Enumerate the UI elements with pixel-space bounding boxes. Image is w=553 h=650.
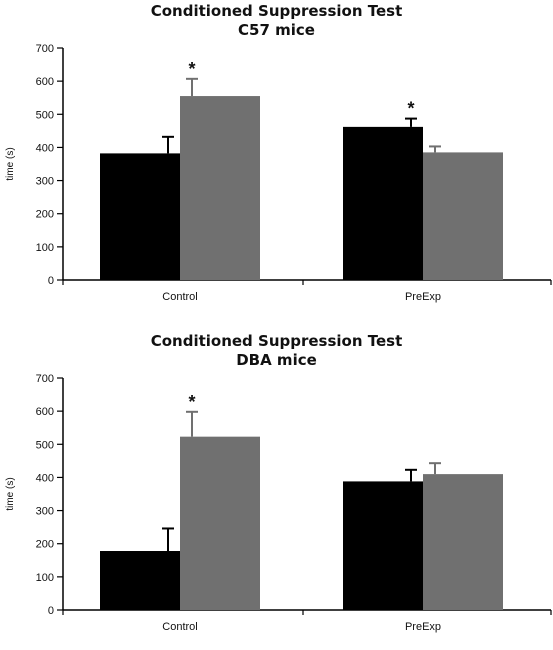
bar-control-series-2 xyxy=(180,96,260,280)
chart-title: Conditioned Suppression Test C57 mice xyxy=(0,2,553,40)
y-axis-label: time (s) xyxy=(5,147,16,180)
x-tick-label: PreExp xyxy=(405,291,441,303)
y-tick-label: 600 xyxy=(36,406,54,418)
y-tick-label: 500 xyxy=(36,439,54,451)
chart-panel-c57: Conditioned Suppression Test C57 mice 0 1… xyxy=(0,0,553,320)
significance-asterisk: * xyxy=(407,99,414,119)
bar-control-series-1 xyxy=(100,153,180,280)
y-tick-label: 200 xyxy=(36,209,54,221)
significance-asterisk: * xyxy=(188,392,195,412)
y-tick-label: 400 xyxy=(36,472,54,484)
y-tick-label: 0 xyxy=(48,275,54,287)
chart-subtitle: C57 mice xyxy=(238,21,315,39)
y-tick-label: 200 xyxy=(36,539,54,551)
y-tick-label: 600 xyxy=(36,76,54,88)
x-tick-label: PreExp xyxy=(405,621,441,633)
chart-title: Conditioned Suppression Test DBA mice xyxy=(0,332,553,370)
chart-panel-dba: Conditioned Suppression Test DBA mice 0 1… xyxy=(0,330,553,650)
y-tick-label: 0 xyxy=(48,605,54,617)
bar-control-series-2 xyxy=(180,436,260,610)
bar-preexp-series-2 xyxy=(423,152,503,280)
x-tick-label: Control xyxy=(162,291,197,303)
chart-title-line: Conditioned Suppression Test xyxy=(150,332,403,350)
y-tick-label: 100 xyxy=(36,572,54,584)
bar-chart: 0 100 200 300 400 500 600 700 time (s) * Control Pr… xyxy=(5,373,552,633)
bar-preexp-series-1 xyxy=(343,481,423,610)
significance-asterisk: * xyxy=(188,59,195,79)
chart-subtitle: DBA mice xyxy=(236,351,317,369)
x-tick-label: Control xyxy=(162,621,197,633)
chart-title-line: Conditioned Suppression Test xyxy=(150,2,403,20)
bar-chart: 0 100 200 300 400 500 600 700 time (s) * Control * P… xyxy=(5,43,552,303)
bar-control-series-1 xyxy=(100,551,180,610)
y-tick-label: 700 xyxy=(36,373,54,385)
bar-preexp-series-1 xyxy=(343,126,423,280)
y-tick-label: 400 xyxy=(36,142,54,154)
y-tick-label: 500 xyxy=(36,109,54,121)
y-tick-label: 300 xyxy=(36,176,54,188)
y-tick-label: 300 xyxy=(36,506,54,518)
bar-preexp-series-2 xyxy=(423,474,503,610)
y-axis-label: time (s) xyxy=(5,477,16,510)
y-tick-label: 100 xyxy=(36,242,54,254)
y-tick-label: 700 xyxy=(36,43,54,55)
